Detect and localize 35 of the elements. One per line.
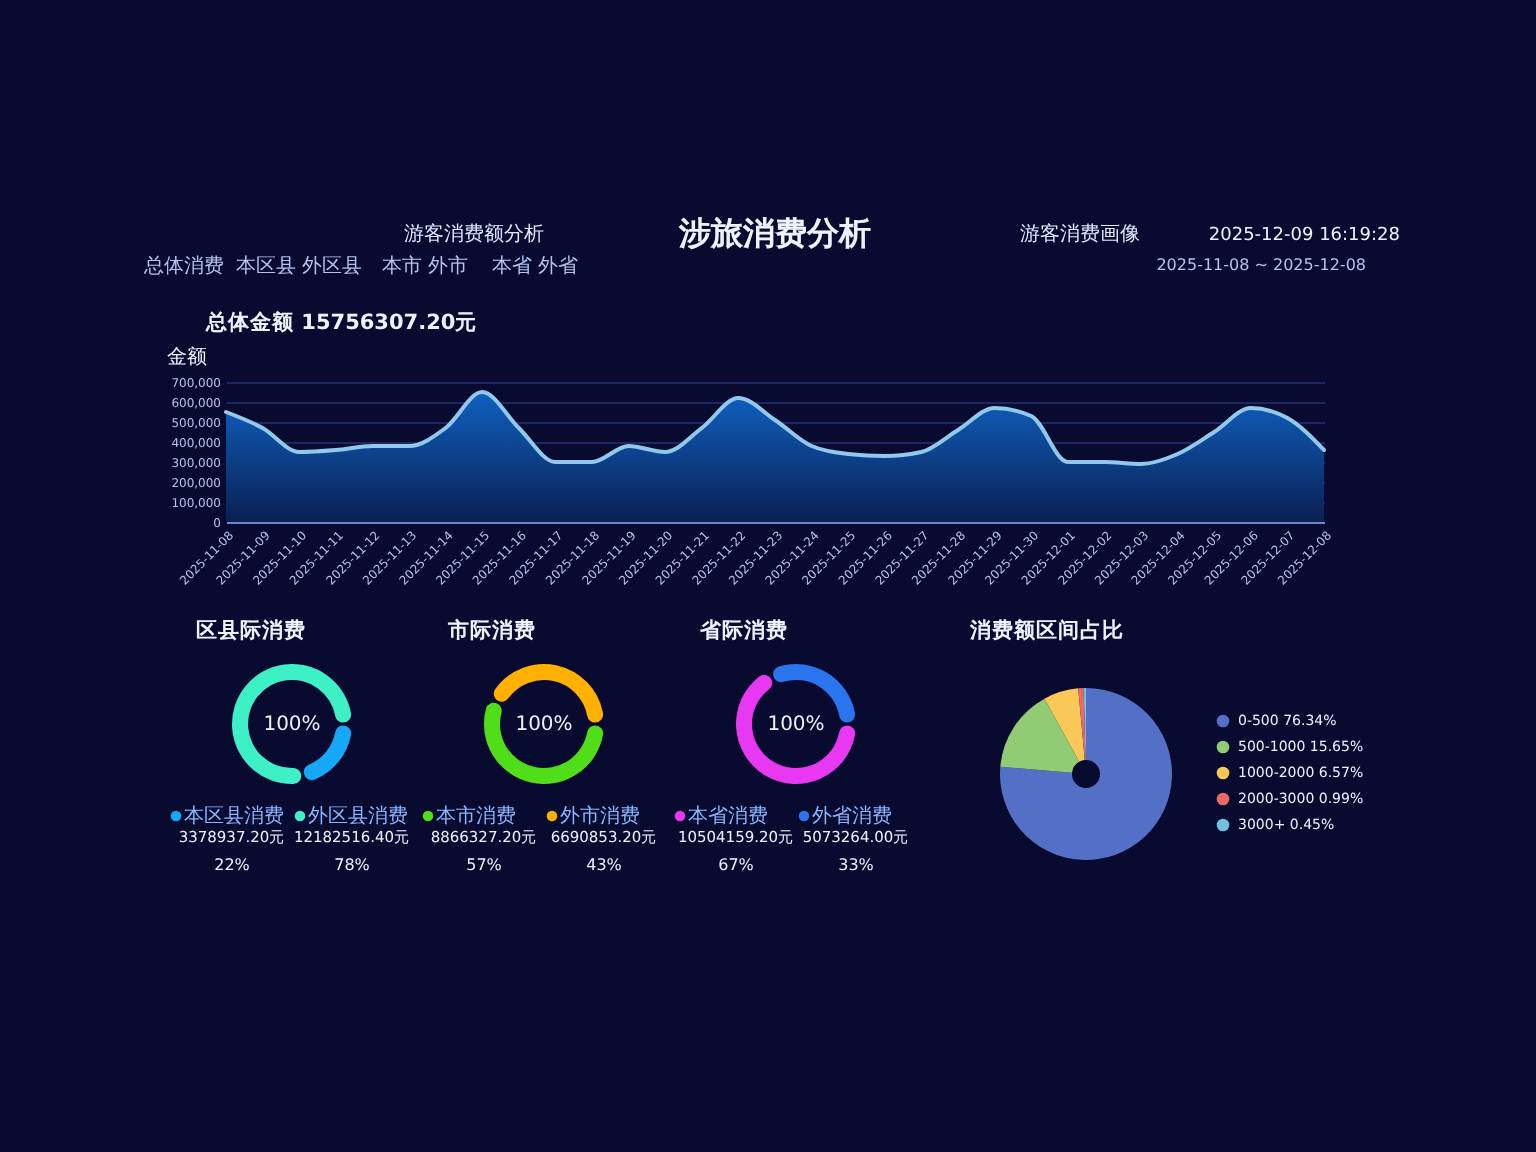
chart-title: 区县际消费: [196, 617, 306, 643]
y-axis-title: 金额: [167, 345, 207, 369]
text: 67%: [718, 856, 755, 874]
legend-label: 外市消费: [560, 804, 640, 828]
text: 2025-12-09 16:19:28: [1208, 226, 1401, 246]
legend-label: 外省消费: [812, 804, 892, 828]
text: 43%: [586, 856, 623, 874]
donut-slice: [1000, 688, 1172, 860]
text: 57%: [466, 856, 503, 874]
text: 涉旅消费分析: [677, 214, 871, 252]
text: 22%: [214, 856, 251, 874]
chart-title: 总体金额 15756307.20元: [204, 309, 478, 335]
legend-label: 本市消费: [436, 804, 516, 828]
chart-title: 消费额区间占比: [968, 617, 1124, 643]
legend-label: 外区县消费: [308, 804, 408, 828]
text: 本区县 外区县: [236, 254, 363, 278]
text: 33%: [838, 856, 875, 874]
text: 本省 外省: [492, 254, 579, 278]
text: 游客消费画像: [1020, 222, 1140, 246]
text: 100%: [263, 714, 321, 736]
donut-slice: [232, 664, 352, 784]
text: 100%: [767, 714, 825, 736]
text: 游客消费额分析: [404, 222, 544, 246]
text: 总体消费: [142, 254, 224, 278]
text: 本市 外市: [382, 254, 469, 278]
donut-slice: [1000, 698, 1080, 773]
chart-title: 省际消费: [698, 617, 788, 643]
text: 100%: [515, 714, 573, 736]
legend-label: 本省消费: [688, 804, 768, 828]
donut-slice: [1078, 688, 1086, 761]
text: 2025-11-08 ~ 2025-12-08: [1156, 256, 1366, 274]
text: 78%: [334, 856, 371, 874]
chart-title: 市际消费: [446, 617, 536, 643]
donut-slice: [1044, 688, 1085, 762]
legend-label: 本区县消费: [184, 804, 284, 828]
